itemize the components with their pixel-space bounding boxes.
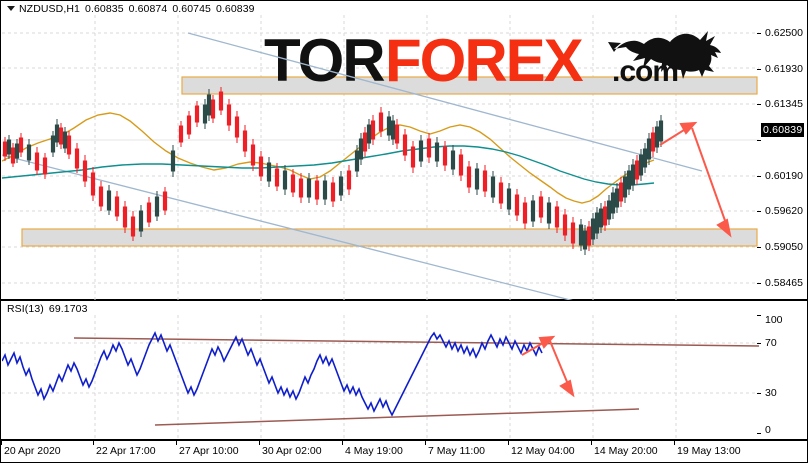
rsi-support-trendline [154, 408, 640, 426]
price-plot-area[interactable]: TOR FOREX .com [2, 15, 759, 300]
price-axis: 0.62500 0.61930 0.61345 0.60839 0.60190 … [757, 1, 807, 299]
time-tick-3: 30 Apr 02:00 [262, 445, 322, 457]
time-tick-5: 7 May 11:00 [428, 445, 486, 457]
time-axis-panel: 20 Apr 2020 22 Apr 17:00 27 Apr 10:00 30… [0, 440, 808, 463]
ma-slow-line [2, 145, 655, 186]
price-tick-2: 0.61345 [765, 98, 803, 110]
time-tick-4: 4 May 19:00 [345, 445, 403, 457]
rsi-trendlines [73, 337, 759, 426]
rsi-forecast-arrow [521, 335, 575, 398]
ohlc-high: 0.60874 [128, 3, 168, 15]
descending-channel [2, 32, 703, 300]
time-tick-6: 12 May 04:00 [511, 445, 575, 457]
rsi-tick-100: 100 [765, 314, 783, 326]
rsi-indicator-panel[interactable]: RSI(13) 69.1703 [0, 300, 808, 440]
channel-upper-line [187, 32, 703, 172]
rsi-line [2, 331, 543, 417]
time-tick-1: 22 Apr 17:00 [96, 445, 156, 457]
time-tick-8: 19 May 13:00 [677, 445, 741, 457]
price-tick-5: 0.59050 [765, 241, 803, 253]
resistance-zone [181, 76, 758, 95]
symbol-label: NZDUSD,H1 [19, 3, 80, 15]
price-tick-0: 0.62500 [765, 27, 803, 39]
rsi-plot-area[interactable] [2, 315, 759, 440]
time-tick-7: 14 May 20:00 [594, 445, 658, 457]
price-tick-3: 0.60190 [765, 170, 803, 182]
rsi-tick-30: 30 [765, 387, 777, 399]
rsi-label: RSI(13) [7, 303, 44, 315]
current-price-label: 0.60839 [761, 123, 805, 137]
ohlc-close: 0.60839 [215, 3, 255, 15]
time-tick-0: 20 Apr 2020 [4, 445, 61, 457]
rsi-axis: 100 70 30 0 [757, 301, 807, 439]
ohlc-open: 0.60835 [85, 3, 124, 15]
logo-text-tor: TOR [264, 27, 385, 94]
triangle-down-icon[interactable] [7, 6, 15, 11]
torforex-watermark: TOR FOREX .com [264, 27, 721, 94]
rsi-tick-70: 70 [765, 337, 777, 349]
rsi-value: 69.1703 [48, 303, 88, 315]
rsi-grid-lines [2, 315, 759, 440]
rsi-tick-0: 0 [765, 424, 771, 436]
price-chart-panel[interactable]: NZDUSD,H1 0.60835 0.60874 0.60745 0.60839 [0, 0, 808, 300]
time-tick-2: 27 Apr 10:00 [179, 445, 239, 457]
bull-icon [608, 31, 721, 79]
price-tick-6: 0.58465 [765, 277, 803, 289]
price-tick-1: 0.61930 [765, 63, 803, 75]
rsi-resistance-trendline [73, 337, 759, 347]
ohlc-low: 0.60745 [172, 3, 211, 15]
forecast-arrow [659, 121, 732, 238]
symbol-header: NZDUSD,H1 0.60835 0.60874 0.60745 0.60839 [7, 3, 255, 15]
rsi-header: RSI(13) 69.1703 [7, 303, 88, 315]
candlestick-series [2, 87, 664, 255]
channel-lower-line [2, 154, 573, 300]
logo-text-forex: FOREX [385, 27, 584, 94]
price-tick-4: 0.59620 [765, 205, 803, 217]
